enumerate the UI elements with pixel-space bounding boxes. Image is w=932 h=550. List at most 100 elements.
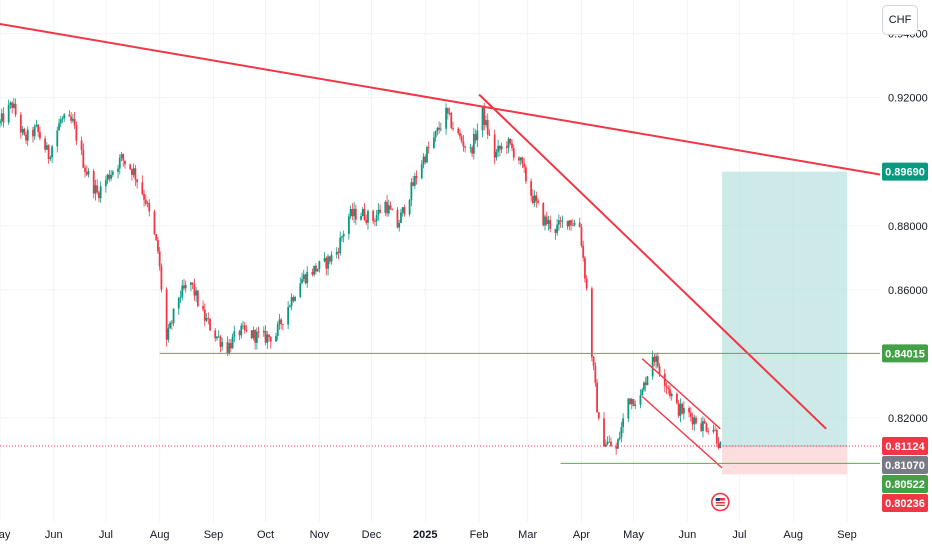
candle-body [39,132,41,139]
candle-body [646,376,649,386]
candle-body [512,148,515,158]
trendline-minor-downtrend[interactable] [478,93,827,430]
candle-body [483,107,486,126]
candle-body [99,186,102,199]
candle-body [44,138,47,150]
candle-body [676,393,678,404]
candle-body [181,285,184,298]
candle-body [556,224,559,233]
candle-body [545,216,548,225]
candle-body [342,233,345,237]
candle-body [132,168,135,175]
candle-body [238,331,241,336]
price-tag-label: 0.80522 [885,479,925,491]
candle-body [408,199,411,215]
candle-body [254,330,257,343]
candle-body [585,278,588,289]
candle-body [422,156,425,165]
candle-body [689,412,692,417]
price-tag [882,455,928,474]
candle-body [691,416,694,425]
trendline-channel-upper[interactable] [641,358,721,430]
candle-body [363,208,366,220]
candle-body [219,336,222,347]
candle-body [457,128,460,134]
candle-body [32,129,34,137]
profit-zone[interactable] [722,171,848,446]
candle-body [117,168,119,172]
candle-body [143,193,145,200]
candle-body [360,215,362,220]
candle-body [129,164,132,170]
candle-body [131,169,133,175]
candle-body [111,171,114,175]
candle-body [179,297,182,299]
candle-body [384,201,387,213]
trendline-channel-lower[interactable] [641,395,723,469]
candle-body [134,168,137,180]
candle-body [245,330,248,331]
candle-body [705,423,708,432]
candle-body [452,128,454,129]
candle-body [486,120,489,135]
candle-body [681,403,684,414]
candle-body [98,192,100,199]
candle-body [498,145,501,150]
candle-body [398,223,401,228]
candle-body [367,210,369,223]
loss-zone[interactable] [722,445,848,475]
candle-body [313,265,316,275]
candle-body [169,322,171,329]
candle-body [165,289,168,340]
candle-body [505,146,508,148]
candle-body [264,330,267,343]
candle-body [410,182,413,200]
candle-body [250,330,253,339]
candle-body [531,195,534,203]
candle-body [420,164,423,179]
candle-body [195,290,198,296]
x-tick-label: Jul [732,529,746,541]
candle-body [314,265,317,272]
candle-body [554,228,557,233]
candle-body [262,330,265,333]
candle-body [323,257,326,262]
candle-body [379,209,382,213]
x-tick-label: Jul [99,529,113,541]
candle-body [603,418,605,447]
candle-body [533,195,536,203]
candle-body [542,202,545,226]
price-tag-label: 0.84015 [885,348,925,360]
candle-body [693,417,696,425]
candle-body [387,205,390,214]
candle-body [597,412,600,419]
candle-body [573,222,576,226]
candle-body [190,282,192,285]
candle-body [682,408,685,414]
x-tick-label: Apr [573,529,590,541]
candle-body [629,398,631,405]
x-tick-label: Nov [310,529,330,541]
candle-body [495,151,498,158]
candle-body [535,195,538,201]
candle-body [596,382,598,413]
candle-body [172,308,175,324]
candle-body [679,403,682,416]
candle-body [124,160,126,165]
drawings[interactable] [0,23,881,512]
currency-button[interactable]: CHF [882,5,918,35]
candle-body [472,134,475,154]
candle-body [339,237,342,254]
position-zones[interactable] [722,171,848,475]
trendline-major-downtrend[interactable] [0,23,881,176]
candle-body [651,356,654,377]
candle-body [11,102,14,108]
price-tag-label: 0.80236 [885,498,925,510]
candle-body [386,201,388,214]
candle-body [365,219,368,223]
x-tick-label: Feb [470,529,489,541]
candle-body [445,107,447,129]
candle-body [433,137,435,148]
candle-body [155,234,158,241]
